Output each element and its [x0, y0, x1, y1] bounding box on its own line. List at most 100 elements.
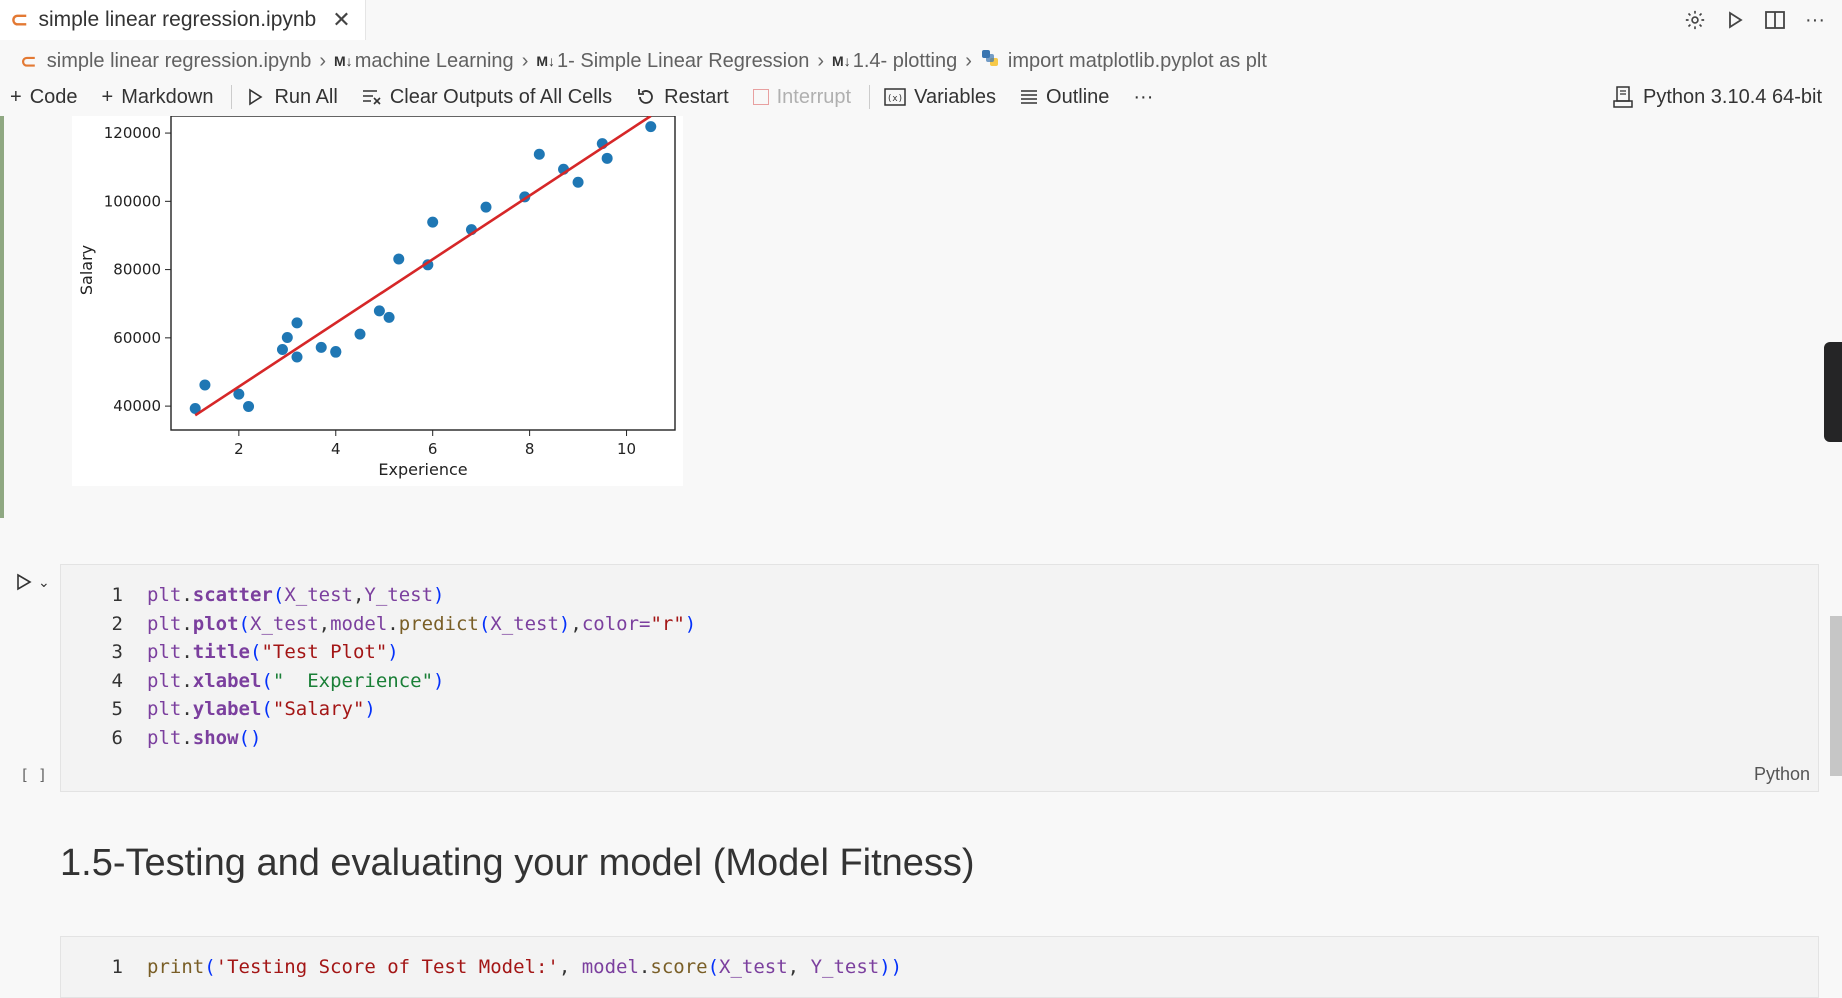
y-tick-label: 120000: [104, 124, 161, 142]
breadcrumb-item-subsection[interactable]: 1- Simple Linear Regression: [557, 49, 810, 72]
code-token: ): [684, 612, 697, 635]
data-point: [315, 341, 327, 353]
markdown-icon: M↓: [536, 53, 556, 69]
code-token: Y_test: [810, 956, 880, 978]
data-point: [354, 328, 366, 340]
breadcrumb: ⊂ simple linear regression.ipynb › M↓ ma…: [0, 44, 1267, 78]
notebook-toolbar: + Code + Markdown Run All Clear Outputs of…: [0, 80, 1842, 114]
line-number: 1: [111, 584, 123, 606]
kernel-icon: [1613, 86, 1633, 108]
outline-icon: [1021, 90, 1038, 104]
breadcrumb-item-file[interactable]: simple linear regression.ipynb: [46, 49, 312, 72]
gear-icon[interactable]: [1682, 7, 1708, 33]
vertical-scrollbar-thumb[interactable]: [1830, 616, 1842, 776]
clear-outputs-button[interactable]: Clear Outputs of All Cells: [362, 86, 612, 109]
variables-button[interactable]: (x) Variables: [884, 86, 996, 109]
chevron-right-icon: ›: [521, 49, 529, 72]
code-token: scatter: [192, 584, 273, 606]
split-editor-icon[interactable]: [1762, 7, 1788, 33]
code-token: Y_test: [364, 584, 434, 606]
restart-icon: [638, 89, 654, 104]
data-point: [373, 305, 385, 317]
variables-icon: (x): [884, 88, 906, 106]
y-axis-label: Salary: [77, 245, 96, 295]
editor-tab[interactable]: ⊂ simple linear regression.ipynb ✕: [0, 0, 366, 40]
code-token: plt: [147, 612, 182, 635]
code-token: ): [364, 698, 376, 720]
chevron-right-icon: ›: [817, 49, 825, 72]
data-point: [480, 201, 492, 213]
cell-language-label[interactable]: Python: [1753, 764, 1810, 784]
more-toolbar-button[interactable]: ···: [1133, 85, 1154, 108]
data-point: [199, 379, 211, 391]
code-token: .: [181, 584, 193, 606]
code-token: ,: [352, 584, 365, 606]
line-number: 4: [111, 669, 123, 692]
line-number: 6: [111, 726, 123, 749]
code-token: plot: [192, 612, 239, 635]
line-number: 2: [111, 612, 123, 635]
x-tick-label: 4: [331, 440, 341, 458]
x-tick-label: 2: [234, 440, 244, 458]
restart-button[interactable]: Restart: [636, 86, 729, 109]
data-point: [601, 152, 613, 164]
code-token: (: [249, 641, 262, 663]
kernel-picker[interactable]: Python 3.10.4 64-bit: [1613, 80, 1822, 114]
data-point: [233, 388, 245, 400]
run-all-button[interactable]: Run All: [246, 86, 338, 109]
more-actions-icon[interactable]: ···: [1805, 8, 1825, 31]
plus-icon: +: [10, 85, 22, 108]
interrupt-button[interactable]: Interrupt: [752, 86, 851, 109]
add-markdown-button[interactable]: + Markdown: [101, 85, 214, 108]
data-point: [291, 317, 303, 329]
markdown-heading: 1.5-Testing and evaluating your model (M…: [60, 842, 975, 884]
markdown-icon: M↓: [832, 53, 851, 69]
code-cell-editor[interactable]: Python 1 plt. scatter(X_test, Y_test) 2 plt. p…: [60, 564, 1819, 792]
chevron-down-icon[interactable]: ⌄: [38, 573, 50, 590]
code-token: )): [879, 956, 903, 978]
code-token: ): [433, 669, 445, 692]
markdown-icon: M↓: [334, 53, 353, 69]
code-token: "Test Plot": [261, 641, 388, 663]
plus-icon: +: [101, 85, 114, 108]
code-line: 6 plt. show(): [61, 724, 262, 752]
breadcrumb-item-plotting[interactable]: 1.4- plotting: [852, 49, 958, 72]
data-point: [291, 351, 303, 363]
notebook-icon: ⊂: [20, 50, 37, 73]
code-token: ,: [558, 956, 582, 978]
overview-ruler-handle[interactable]: [1824, 342, 1842, 442]
data-point: [572, 176, 584, 188]
code-cell-editor-2[interactable]: 1 print('Testing Score of Test Model:', m…: [60, 936, 1819, 998]
code-token: X_test: [284, 584, 353, 606]
outline-button[interactable]: Outline: [1020, 86, 1109, 109]
code-token: .: [181, 726, 193, 749]
code-token: xlabel: [192, 669, 262, 692]
code-line: 1 plt. scatter(X_test, Y_test): [61, 581, 445, 609]
code-token: ,: [787, 956, 811, 978]
y-tick-label: 80000: [113, 261, 161, 279]
run-cell-icon[interactable]: [14, 572, 34, 592]
run-icon[interactable]: [1722, 7, 1748, 33]
data-point: [189, 402, 201, 414]
code-token: (: [261, 698, 273, 720]
breadcrumb-item-cell[interactable]: import matplotlib.pyplot as plt: [1007, 49, 1267, 72]
close-tab-icon[interactable]: ✕: [332, 7, 351, 32]
data-point: [243, 400, 255, 412]
notebook-icon: ⊂: [10, 7, 29, 32]
data-point: [383, 311, 395, 323]
code-token: ): [387, 641, 399, 663]
add-code-button[interactable]: + Code: [10, 85, 78, 108]
breadcrumb-item-section[interactable]: machine Learning: [354, 49, 514, 72]
code-token: .: [638, 956, 651, 978]
x-tick-label: 8: [525, 440, 535, 458]
code-token: ,: [570, 612, 582, 635]
line-number: 1: [111, 956, 123, 978]
code-token: .: [181, 698, 193, 720]
code-token: plt: [147, 726, 182, 749]
data-point: [393, 253, 405, 265]
tab-title: simple linear regression.ipynb: [38, 8, 317, 31]
data-point: [645, 121, 657, 133]
code-token: (: [204, 956, 216, 978]
code-line: 1 print('Testing Score of Test Model:', m…: [61, 953, 903, 981]
code-line: 5 plt. ylabel("Salary"): [61, 695, 376, 723]
